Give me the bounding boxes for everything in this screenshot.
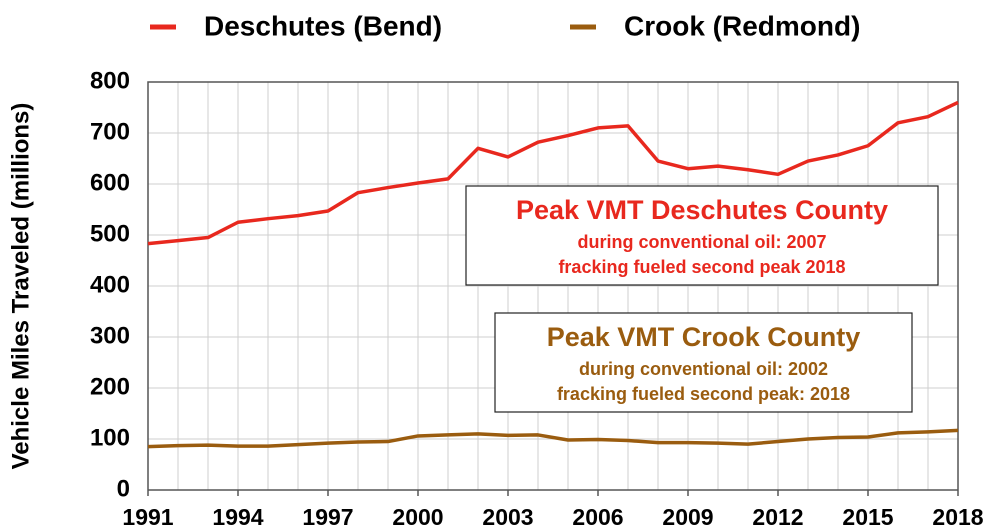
annotation-text: during conventional oil: 2002 (579, 359, 828, 379)
annotation-text: Peak VMT Crook County (547, 322, 861, 352)
y-tick-label: 500 (90, 220, 130, 247)
annotation-text: during conventional oil: 2007 (577, 232, 826, 252)
y-tick-label: 0 (117, 475, 130, 502)
line-series (147, 428, 959, 449)
x-tick-label: 2012 (752, 504, 803, 530)
y-tick-label: 400 (90, 271, 130, 298)
x-tick-label: 2006 (572, 504, 623, 530)
annotation-text: Peak VMT Deschutes County (516, 195, 888, 225)
x-tick-label: 2015 (842, 504, 893, 530)
y-tick-label: 200 (90, 373, 130, 400)
x-tick-label: 2018 (932, 504, 983, 530)
annotation-box (465, 185, 939, 286)
y-tick-label: 300 (90, 322, 130, 349)
x-tick-label: 2003 (482, 504, 533, 530)
x-tick-label: 1994 (212, 504, 263, 530)
annotation-text: fracking fueled second peak: 2018 (557, 384, 850, 404)
y-tick-label: 800 (90, 67, 130, 94)
line-series (147, 100, 959, 246)
y-tick-label: 700 (90, 118, 130, 145)
x-tick-label: 2000 (392, 504, 443, 530)
x-tick-label: 1991 (122, 504, 173, 530)
legend-label: Deschutes (Bend) (204, 10, 442, 41)
x-tick-label: 1997 (302, 504, 353, 530)
annotation-box (494, 312, 913, 413)
y-tick-label: 600 (90, 169, 130, 196)
x-tick-label: 2009 (662, 504, 713, 530)
legend-label: Crook (Redmond) (624, 10, 860, 41)
plot-frame (147, 81, 959, 491)
y-tick-label: 100 (90, 424, 130, 451)
annotation-text: fracking fueled second peak 2018 (558, 257, 845, 277)
y-axis-label: Vehicle Miles Traveled (millions) (7, 103, 34, 470)
